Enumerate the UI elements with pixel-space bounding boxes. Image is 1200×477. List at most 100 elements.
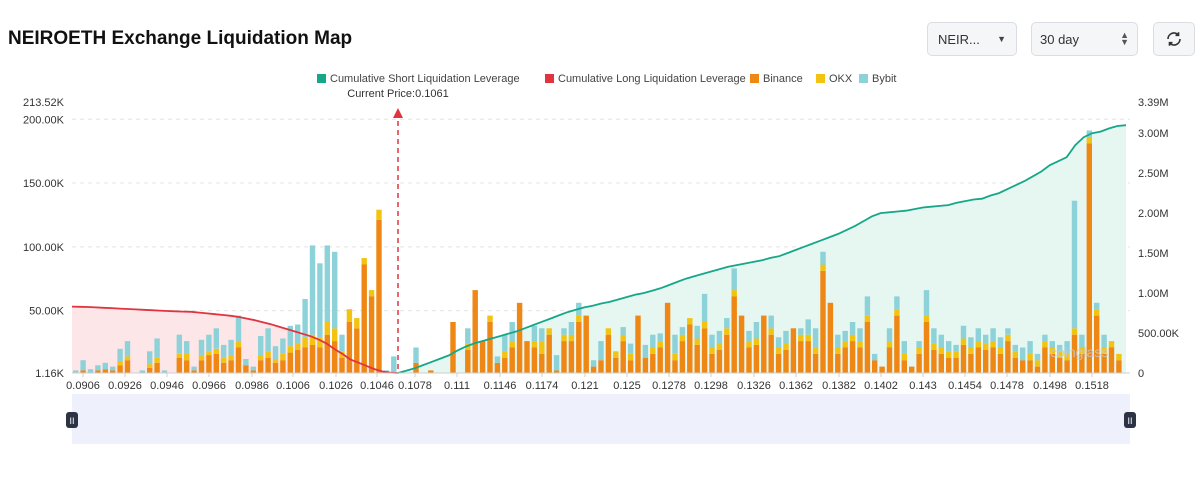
bar-binance bbox=[997, 353, 1004, 373]
bar-bybit bbox=[494, 356, 501, 363]
bar-bybit bbox=[968, 337, 974, 348]
bar-okx bbox=[709, 347, 715, 354]
y-right-tick-label: 1.00M bbox=[1138, 288, 1169, 300]
bar-bybit bbox=[997, 337, 1004, 348]
bar-binance bbox=[664, 302, 671, 373]
bar-okx bbox=[1042, 341, 1048, 348]
bar-bybit bbox=[1027, 341, 1033, 354]
bar-bybit bbox=[938, 334, 944, 348]
legend-label-0: Cumulative Short Liquidation Leverage bbox=[330, 73, 520, 85]
bar-bybit bbox=[812, 328, 819, 348]
bar-okx bbox=[1079, 347, 1085, 354]
y-right-tick-label: 500.00K bbox=[1138, 328, 1180, 340]
bar-binance bbox=[376, 219, 382, 373]
bar-bybit bbox=[228, 339, 234, 356]
bar-binance bbox=[679, 341, 686, 373]
bar-binance bbox=[916, 353, 922, 373]
x-tick-label: 0.1518 bbox=[1075, 380, 1109, 392]
bar-binance bbox=[1108, 347, 1115, 373]
bar-bybit bbox=[886, 328, 893, 342]
bar-binance bbox=[716, 350, 723, 373]
bar-binance bbox=[812, 353, 819, 373]
bar-binance bbox=[428, 370, 434, 373]
bar-bybit bbox=[213, 328, 219, 349]
legend-swatch-4 bbox=[859, 74, 868, 83]
bar-bybit bbox=[916, 341, 922, 348]
slider-handle-right[interactable] bbox=[1124, 412, 1136, 428]
bar-bybit bbox=[1079, 334, 1085, 348]
chart-legend: Cumulative Short Liquidation Leverage Cum… bbox=[317, 73, 896, 85]
bar-binance bbox=[354, 328, 360, 373]
bar-bybit bbox=[590, 360, 597, 367]
bar-okx bbox=[1108, 341, 1115, 348]
bar-okx bbox=[124, 356, 131, 361]
x-tick-label: 0.1026 bbox=[319, 380, 353, 392]
bar-okx bbox=[154, 357, 160, 363]
bar-binance bbox=[857, 347, 863, 373]
bar-binance bbox=[953, 357, 959, 373]
bar-bybit bbox=[302, 299, 308, 338]
page-title: NEIROETH Exchange Liquidation Map bbox=[8, 28, 353, 49]
bar-binance bbox=[531, 347, 538, 373]
bar-binance bbox=[864, 322, 871, 373]
bar-okx bbox=[346, 309, 353, 322]
bar-okx bbox=[901, 353, 907, 361]
bar-binance bbox=[184, 360, 190, 373]
bar-binance bbox=[450, 322, 456, 373]
bar-bybit bbox=[539, 328, 545, 342]
bar-okx bbox=[694, 338, 700, 345]
bar-okx bbox=[302, 337, 308, 348]
legend-label-4: Bybit bbox=[872, 73, 896, 85]
bar-binance bbox=[1064, 360, 1070, 373]
bar-okx bbox=[368, 290, 375, 297]
y-right-tick-label: 3.39M bbox=[1138, 97, 1169, 109]
bar-bybit bbox=[413, 347, 419, 363]
legend-swatch-3 bbox=[816, 74, 825, 83]
bar-binance bbox=[790, 328, 797, 373]
bar-binance bbox=[923, 322, 930, 373]
current-price-marker: Current Price:0.1061 bbox=[347, 88, 449, 373]
bar-binance bbox=[1005, 341, 1011, 373]
legend-label-3: OKX bbox=[829, 73, 853, 85]
bar-bybit bbox=[73, 370, 79, 373]
bar-binance bbox=[657, 347, 663, 373]
x-tick-label: 0.1478 bbox=[990, 380, 1024, 392]
bar-bybit bbox=[598, 341, 604, 361]
bar-binance bbox=[605, 334, 612, 373]
bar-binance bbox=[590, 366, 597, 373]
bar-okx bbox=[1101, 347, 1107, 354]
bar-binance bbox=[117, 365, 123, 373]
period-select[interactable]: 30 day ▲ ▼ bbox=[1031, 22, 1138, 56]
cumulative-lines bbox=[71, 124, 1127, 374]
bar-okx bbox=[332, 328, 338, 342]
bar-bybit bbox=[184, 341, 190, 354]
x-tick-label: 0.0946 bbox=[150, 380, 184, 392]
bar-binance bbox=[1042, 347, 1048, 373]
y-right-tick-label: 1.50M bbox=[1138, 248, 1169, 260]
bar-binance bbox=[968, 353, 974, 373]
bar-okx bbox=[1027, 353, 1033, 361]
bar-binance bbox=[317, 347, 323, 373]
pair-select[interactable]: NEIR... ▼ bbox=[927, 22, 1017, 56]
bar-bybit bbox=[87, 369, 94, 373]
y-right-tick-label: 0 bbox=[1138, 368, 1144, 380]
bar-bybit bbox=[280, 338, 286, 354]
bar-okx bbox=[376, 209, 382, 220]
refresh-icon bbox=[1167, 32, 1181, 46]
bar-bybit bbox=[1049, 341, 1055, 348]
refresh-button[interactable] bbox=[1153, 22, 1195, 56]
bar-binance bbox=[265, 357, 271, 373]
x-tick-label: 0.1046 bbox=[360, 380, 394, 392]
bar-bybit bbox=[746, 330, 752, 342]
bar-bybit bbox=[716, 330, 723, 344]
bar-bybit bbox=[894, 296, 900, 310]
bar-binance bbox=[1049, 353, 1055, 373]
y-left-tick-label: 100.00K bbox=[23, 242, 65, 254]
bar-binance bbox=[568, 341, 575, 373]
bar-bybit bbox=[295, 324, 301, 344]
bar-bybit bbox=[309, 245, 316, 335]
bar-binance bbox=[235, 347, 242, 373]
bar-okx bbox=[613, 351, 619, 358]
bar-binance bbox=[1116, 360, 1122, 373]
slider-handle-left[interactable] bbox=[66, 412, 78, 428]
